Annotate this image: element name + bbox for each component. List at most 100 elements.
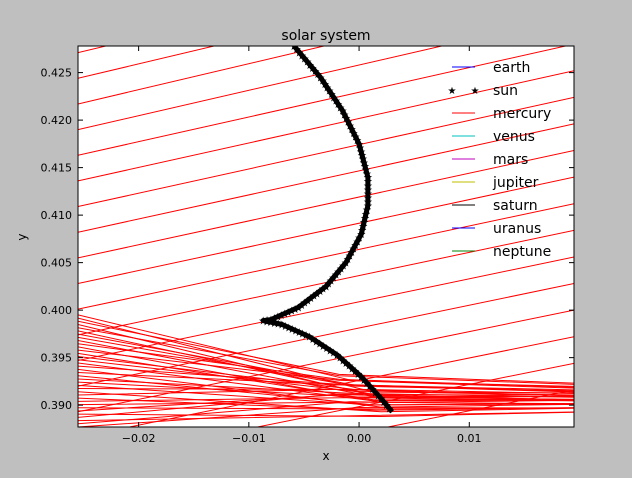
sun-marker: ★ bbox=[363, 183, 373, 196]
legend-item-saturn: saturn bbox=[452, 198, 538, 214]
sun-marker: ★ bbox=[315, 338, 325, 351]
y-tick-label: 0.425 bbox=[41, 67, 73, 80]
y-tick-label: 0.415 bbox=[41, 162, 73, 175]
legend-label: neptune bbox=[493, 244, 551, 260]
sun-marker: ★ bbox=[266, 316, 276, 329]
mercury-line-16 bbox=[182, 46, 186, 47]
mercury-line-7 bbox=[78, 176, 574, 285]
sun-marker: ★ bbox=[363, 175, 373, 188]
y-tick-label: 0.395 bbox=[41, 352, 73, 365]
y-tick-label: 0.390 bbox=[41, 399, 73, 412]
sun-marker: ★ bbox=[292, 43, 302, 56]
mercury-band-line-18 bbox=[78, 368, 574, 408]
sun-marker: ★ bbox=[320, 78, 330, 91]
sun-marker: ★ bbox=[335, 352, 345, 365]
sun-marker: ★ bbox=[266, 314, 276, 327]
sun-marker: ★ bbox=[343, 253, 353, 266]
mercury-band-line-4 bbox=[78, 411, 574, 417]
mercury-band-line-31 bbox=[78, 327, 574, 385]
sun-marker: ★ bbox=[331, 269, 341, 282]
sun-marker: ★ bbox=[273, 318, 283, 331]
legend-item-mercury: mercury bbox=[452, 106, 551, 122]
legend-label: mars bbox=[493, 152, 528, 168]
sun-marker: ★ bbox=[303, 294, 313, 307]
sun-marker: ★ bbox=[329, 91, 339, 104]
sun-marker: ★ bbox=[359, 216, 369, 229]
sun-marker: ★ bbox=[355, 142, 365, 155]
sun-marker: ★ bbox=[356, 371, 366, 384]
sun-marker: ★ bbox=[280, 320, 290, 333]
sun-marker: ★ bbox=[333, 98, 343, 111]
sun-marker: ★ bbox=[332, 349, 342, 362]
sun-marker: ★ bbox=[338, 260, 348, 273]
legend-label: venus bbox=[493, 129, 535, 145]
sun-marker: ★ bbox=[384, 402, 394, 415]
legend-item-jupiter: jupiter bbox=[452, 175, 539, 191]
sun-marker: ★ bbox=[349, 127, 359, 140]
sun-marker: ★ bbox=[300, 53, 310, 66]
sun-marker: ★ bbox=[329, 271, 339, 284]
sun-marker: ★ bbox=[305, 59, 315, 72]
sun-marker: ★ bbox=[310, 65, 320, 78]
sun-marker: ★ bbox=[363, 196, 373, 209]
sun-marker: ★ bbox=[290, 303, 300, 316]
sun-marker: ★ bbox=[363, 200, 373, 213]
sun-marker: ★ bbox=[294, 326, 304, 339]
mercury-band-line-30 bbox=[78, 330, 574, 396]
sun-marker: ★ bbox=[298, 328, 308, 341]
sun-marker: ★ bbox=[313, 68, 323, 81]
y-tick-label: 0.400 bbox=[41, 304, 73, 317]
mercury-line-12 bbox=[78, 309, 574, 413]
sun-path-line bbox=[260, 46, 395, 414]
sun-marker: ★ bbox=[291, 325, 301, 338]
sun-marker: ★ bbox=[363, 187, 373, 200]
sun-marker: ★ bbox=[301, 329, 311, 342]
sun-marker: ★ bbox=[373, 389, 383, 402]
sun-marker: ★ bbox=[311, 335, 321, 348]
sun-marker: ★ bbox=[359, 374, 369, 387]
sun-marker: ★ bbox=[322, 342, 332, 355]
sun-marker: ★ bbox=[363, 171, 373, 184]
sun-marker: ★ bbox=[306, 292, 316, 305]
sun-marker: ★ bbox=[327, 88, 337, 101]
sun-marker: ★ bbox=[338, 354, 348, 367]
sun-marker: ★ bbox=[258, 315, 268, 328]
mercury-band-line-17 bbox=[78, 372, 574, 393]
sun-marker: ★ bbox=[376, 392, 386, 405]
sun-marker: ★ bbox=[300, 297, 310, 310]
sun-marker: ★ bbox=[308, 333, 318, 346]
y-axis-label: y bbox=[15, 233, 29, 240]
sun-marker: ★ bbox=[305, 331, 315, 344]
sun-marker: ★ bbox=[347, 246, 357, 259]
sun-marker: ★ bbox=[316, 71, 326, 84]
sun-marker: ★ bbox=[358, 220, 368, 233]
mercury-band-line-7 bbox=[78, 401, 574, 406]
mercury-band-line-24 bbox=[78, 349, 574, 389]
sun-marker: ★ bbox=[368, 383, 378, 396]
mercury-line-6 bbox=[78, 150, 574, 259]
sun-marker: ★ bbox=[309, 290, 319, 303]
sun-marker: ★ bbox=[326, 274, 336, 287]
mercury-band-line-9 bbox=[78, 397, 574, 411]
sun-marker: ★ bbox=[336, 263, 346, 276]
mercury-line-14 bbox=[78, 46, 108, 54]
sun-marker: ★ bbox=[318, 75, 328, 88]
sun-marker: ★ bbox=[361, 208, 371, 221]
sun-marker: ★ bbox=[347, 123, 357, 136]
legend-item-mars: mars bbox=[452, 152, 528, 168]
sun-marker: ★ bbox=[361, 164, 371, 177]
sun-marker: ★ bbox=[341, 112, 351, 125]
sun-marker: ★ bbox=[302, 56, 312, 69]
mercury-band-line-2 bbox=[78, 411, 574, 422]
sun-marker: ★ bbox=[297, 299, 307, 312]
mercury-line-2 bbox=[78, 46, 568, 156]
sun-marker: ★ bbox=[283, 306, 293, 319]
mercury-line-13 bbox=[78, 46, 217, 79]
mercury-line-19 bbox=[385, 389, 574, 427]
x-tick-label: −0.01 bbox=[232, 432, 266, 445]
mercury-band-line-28 bbox=[78, 336, 574, 392]
sun-marker: ★ bbox=[358, 153, 368, 166]
sun-marker: ★ bbox=[284, 321, 294, 334]
